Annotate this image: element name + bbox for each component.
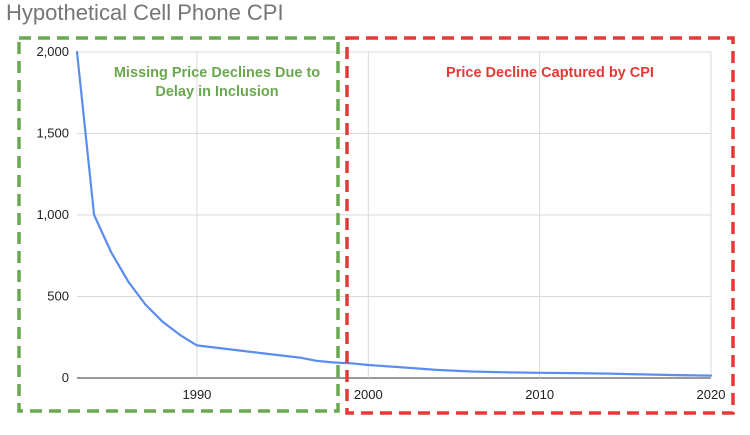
data-point — [401, 366, 404, 369]
chart-title: Hypothetical Cell Phone CPI — [6, 0, 284, 25]
series-lines — [75, 50, 713, 377]
data-point — [196, 344, 198, 347]
annotation-label-missing-declines: Missing Price Declines Due to — [114, 65, 320, 81]
grid-lines — [77, 51, 712, 379]
annotation-boxes: Missing Price Declines Due to Delay in In… — [17, 36, 735, 415]
y-tick-label: 2,000 — [36, 44, 69, 59]
y-tick-label: 0 — [62, 370, 69, 385]
y-tick-label: 500 — [47, 289, 69, 304]
x-tick-label: 1990 — [182, 387, 211, 402]
data-point — [144, 303, 147, 306]
data-point — [710, 374, 712, 377]
data-point — [675, 374, 678, 376]
data-point — [76, 51, 78, 53]
annotation-box-missing-declines — [17, 36, 340, 413]
data-point — [161, 320, 164, 323]
data-point — [470, 370, 472, 373]
data-point — [298, 356, 301, 359]
y-tick-label: 1,500 — [36, 126, 69, 141]
data-point — [436, 369, 438, 371]
x-tick-label: 2010 — [525, 387, 554, 402]
data-point — [127, 281, 130, 283]
data-point — [504, 371, 507, 374]
data-point — [641, 373, 644, 376]
data-point — [230, 348, 233, 351]
annotation-label-missing-declines: Delay in Inclusion — [155, 84, 278, 100]
data-point — [607, 372, 609, 375]
data-point — [179, 334, 181, 336]
data-point — [333, 361, 335, 364]
data-point — [573, 372, 575, 374]
data-point — [110, 251, 113, 254]
series-line-0 — [75, 50, 713, 377]
x-tick-label: 2020 — [697, 387, 726, 402]
x-tick-label: 2000 — [354, 387, 383, 402]
data-point — [264, 352, 267, 355]
annotation-label-captured-decline: Price Decline Captured by CPI — [446, 65, 654, 81]
annotation-box-captured-decline — [345, 36, 735, 415]
data-point — [350, 362, 352, 365]
y-tick-label: 1,000 — [36, 207, 69, 222]
tick-labels: 0 500 1,000 1,500 2,000 1990 2000 2010 2020 — [36, 44, 725, 402]
data-point — [316, 360, 318, 362]
data-point — [93, 214, 95, 216]
data-point — [538, 371, 541, 374]
data-point — [367, 364, 370, 366]
